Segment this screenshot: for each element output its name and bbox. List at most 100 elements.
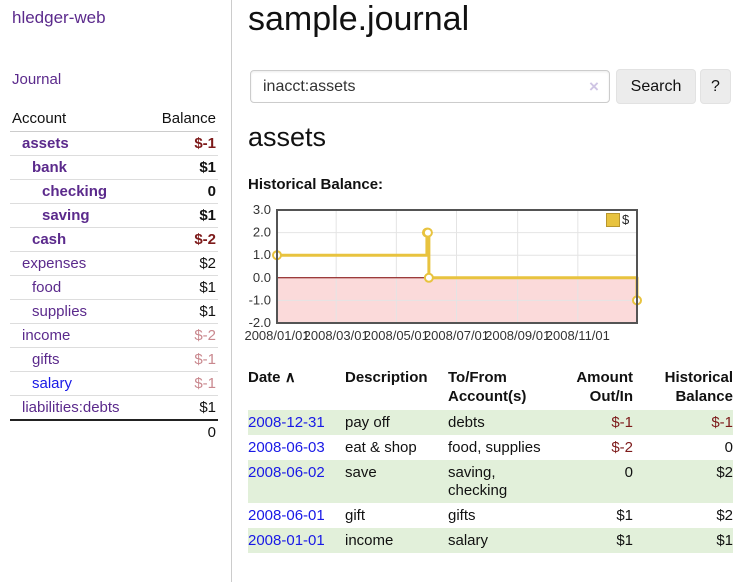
help-button[interactable]: ? bbox=[700, 69, 731, 104]
sidebar-accounts-table: Account Balance assets $-1 bank $1 checking 0… bbox=[10, 106, 218, 445]
sort-ascending-icon: ∧ bbox=[284, 369, 296, 386]
transaction-amount: $-1 bbox=[611, 414, 633, 431]
page-title: sample.journal bbox=[248, 0, 470, 38]
account-column-header: Account bbox=[12, 110, 67, 127]
svg-text:2008/09/01: 2008/09/01 bbox=[485, 328, 550, 343]
transaction-balance: $2 bbox=[716, 507, 733, 524]
chart-legend: $ bbox=[606, 212, 629, 227]
account-balance: $-1 bbox=[194, 351, 216, 368]
svg-text:-2.0: -2.0 bbox=[249, 315, 271, 330]
register-row: 2008-01-01 income salary $1 $1 bbox=[248, 528, 733, 553]
transaction-amount: $1 bbox=[616, 532, 633, 549]
transaction-amount: $-2 bbox=[611, 439, 633, 456]
chart-canvas: 3.0 2.0 1.0 0.0 -1.0 -2.02008/01/012008/03/01… bbox=[244, 202, 642, 343]
transaction-date-link[interactable]: 2008-06-01 bbox=[248, 507, 325, 524]
search-input[interactable] bbox=[250, 70, 610, 103]
transaction-date-link[interactable]: 2008-01-01 bbox=[248, 532, 325, 549]
account-row: expenses $2 bbox=[10, 252, 218, 276]
sidebar-account-expenses[interactable]: expenses bbox=[22, 255, 87, 272]
account-row: salary $-1 bbox=[10, 372, 218, 396]
svg-text:1.0: 1.0 bbox=[253, 247, 271, 262]
account-row: bank $1 bbox=[10, 156, 218, 180]
svg-text:0.0: 0.0 bbox=[253, 270, 271, 285]
sidebar-account-liabilities-debts[interactable]: liabilities:debts bbox=[22, 399, 120, 416]
transaction-date-cell: 2008-01-01 bbox=[248, 528, 345, 553]
date-header-label: Date bbox=[248, 369, 281, 386]
transaction-description: save bbox=[345, 464, 377, 481]
transaction-date-cell: 2008-06-02 bbox=[248, 460, 345, 485]
register-table: Date ∧ Description To/From Account(s) Am… bbox=[248, 363, 733, 553]
date-column-header[interactable]: Date ∧ bbox=[248, 368, 345, 387]
sidebar-item-journal[interactable]: Journal bbox=[12, 71, 62, 88]
sidebar-account-salary[interactable]: salary bbox=[32, 375, 73, 392]
transaction-date-link[interactable]: 2008-06-02 bbox=[248, 464, 325, 481]
transaction-amount: $1 bbox=[616, 507, 633, 524]
transaction-date-link[interactable]: 2008-06-03 bbox=[248, 439, 325, 456]
account-balance: $1 bbox=[199, 159, 216, 176]
sidebar-accounts-header: Account Balance bbox=[10, 106, 218, 132]
transaction-accounts: gifts bbox=[448, 507, 476, 524]
account-balance: $2 bbox=[199, 255, 216, 272]
register-row: 2008-06-02 save saving, checking 0 $2 bbox=[248, 460, 733, 503]
sidebar-account-bank[interactable]: bank bbox=[32, 159, 68, 176]
svg-text:2008/05/01: 2008/05/01 bbox=[364, 328, 429, 343]
transaction-date-link[interactable]: 2008-12-31 bbox=[248, 414, 325, 431]
svg-text:2008/11/01: 2008/11/01 bbox=[546, 328, 610, 343]
description-column-header: Description bbox=[345, 369, 428, 386]
sidebar-account-cash[interactable]: cash bbox=[32, 231, 67, 248]
account-row: food $1 bbox=[10, 276, 218, 300]
legend-label: $ bbox=[622, 212, 630, 227]
transaction-description: eat & shop bbox=[345, 439, 417, 456]
transaction-balance: $2 bbox=[716, 464, 733, 481]
account-row: supplies $1 bbox=[10, 300, 218, 324]
sidebar-account-supplies[interactable]: supplies bbox=[32, 303, 88, 320]
transaction-date-cell: 2008-12-31 bbox=[248, 410, 345, 435]
sidebar-divider bbox=[231, 0, 232, 582]
historical-balance-chart: $ 3.0 2.0 1.0 0.0 -1.0 -2.0 2008/01/01 2008/03/… bbox=[244, 202, 742, 353]
register-row: 2008-12-31 pay off debts $-1 $-1 bbox=[248, 410, 733, 435]
sidebar-account-saving[interactable]: saving bbox=[42, 207, 90, 224]
transaction-date-cell: 2008-06-03 bbox=[248, 435, 345, 460]
transaction-balance: 0 bbox=[724, 439, 733, 456]
amount-column-header: Amount Out/In bbox=[576, 369, 633, 405]
historical-balance-label: Historical Balance: bbox=[248, 176, 384, 193]
sidebar-account-checking[interactable]: checking bbox=[42, 183, 108, 200]
sidebar-account-assets[interactable]: assets bbox=[22, 135, 69, 152]
account-row: gifts $-1 bbox=[10, 348, 218, 372]
account-balance: $-1 bbox=[194, 375, 216, 392]
account-row: saving $1 bbox=[10, 204, 218, 228]
balance-column-header-register: Historical Balance bbox=[664, 369, 733, 405]
search-button[interactable]: Search bbox=[616, 69, 696, 104]
legend-swatch-icon bbox=[606, 212, 620, 227]
transaction-date-cell: 2008-06-01 bbox=[248, 503, 345, 528]
register-row: 2008-06-01 gift gifts $1 $2 bbox=[248, 503, 733, 528]
account-row: assets $-1 bbox=[10, 132, 218, 156]
sidebar-account-food[interactable]: food bbox=[32, 279, 62, 296]
svg-text:3.0: 3.0 bbox=[253, 202, 271, 217]
svg-text:2008/07/01: 2008/07/01 bbox=[424, 328, 489, 343]
transaction-accounts: debts bbox=[448, 414, 485, 431]
transaction-accounts: saving, checking bbox=[448, 464, 508, 499]
account-balance: $-2 bbox=[194, 327, 216, 344]
account-heading: assets bbox=[248, 122, 327, 152]
account-balance: $1 bbox=[199, 207, 216, 224]
transaction-description: income bbox=[345, 532, 394, 549]
sidebar-account-gifts[interactable]: gifts bbox=[32, 351, 60, 368]
sidebar-accounts-body: assets $-1 bank $1 checking 0 saving $1 cash $-2 e… bbox=[10, 132, 218, 419]
sidebar-total-row: 0 bbox=[10, 419, 218, 445]
accounts-column-header: To/From Account(s) bbox=[448, 369, 527, 405]
transaction-description: gift bbox=[345, 507, 366, 524]
transaction-balance: $-1 bbox=[711, 414, 733, 431]
svg-text:2008/03/01: 2008/03/01 bbox=[304, 328, 369, 343]
svg-text:-1.0: -1.0 bbox=[249, 292, 271, 307]
account-balance: $-1 bbox=[194, 135, 216, 152]
clear-search-icon[interactable]: × bbox=[589, 77, 599, 96]
svg-text:2008/01/01: 2008/01/01 bbox=[244, 328, 309, 343]
account-balance: $1 bbox=[199, 279, 216, 296]
brand-link[interactable]: hledger-web bbox=[12, 8, 106, 27]
account-balance: $1 bbox=[199, 399, 216, 416]
transaction-accounts: food, supplies bbox=[448, 439, 541, 456]
sidebar-account-income[interactable]: income bbox=[22, 327, 71, 344]
account-row: checking 0 bbox=[10, 180, 218, 204]
